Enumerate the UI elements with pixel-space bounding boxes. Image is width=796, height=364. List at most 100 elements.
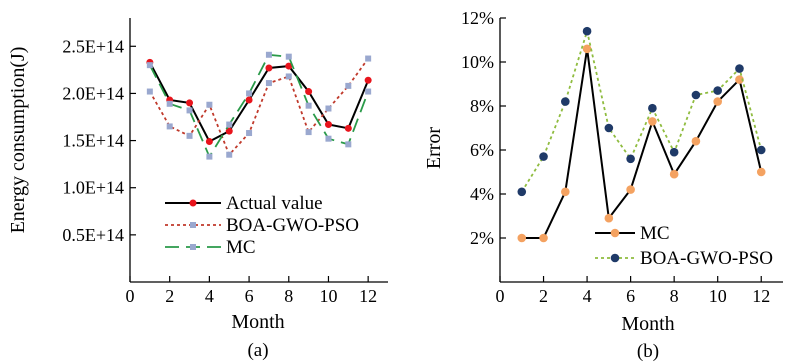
legend-label: MC bbox=[640, 223, 670, 244]
x-tick-label: 8 bbox=[670, 286, 679, 306]
data-point bbox=[245, 96, 253, 104]
series-line bbox=[521, 27, 763, 193]
data-point bbox=[344, 124, 352, 132]
data-point bbox=[626, 154, 635, 164]
data-point bbox=[364, 76, 372, 84]
x-tick-label: 4 bbox=[205, 286, 214, 306]
y-tick-label: 0.5E+14 bbox=[62, 225, 124, 245]
data-point bbox=[561, 187, 570, 197]
legend-label: Actual value bbox=[226, 193, 323, 214]
y-tick-label: 2.0E+14 bbox=[62, 83, 124, 103]
data-point bbox=[186, 99, 194, 107]
y-tick-label: 4% bbox=[470, 184, 494, 204]
x-tick-label: 8 bbox=[284, 286, 293, 306]
x-tick-label: 6 bbox=[245, 286, 254, 306]
data-point bbox=[146, 62, 153, 69]
legend-marker bbox=[189, 199, 197, 207]
x-tick-label: 12 bbox=[752, 286, 770, 306]
data-point bbox=[305, 88, 313, 96]
data-point bbox=[166, 100, 173, 107]
x-tick-label: 12 bbox=[359, 286, 377, 306]
data-point bbox=[225, 127, 233, 135]
x-axis-label: Month bbox=[621, 313, 674, 335]
data-point bbox=[265, 51, 272, 58]
y-tick-label: 6% bbox=[470, 140, 494, 160]
data-point bbox=[246, 130, 253, 137]
data-point bbox=[205, 138, 213, 146]
data-point bbox=[539, 152, 548, 161]
data-point bbox=[648, 117, 657, 126]
data-point bbox=[669, 169, 679, 179]
data-point bbox=[713, 86, 722, 95]
data-point bbox=[365, 55, 372, 62]
series-line bbox=[521, 48, 763, 239]
data-point bbox=[735, 75, 744, 84]
x-tick-label: 2 bbox=[539, 286, 548, 306]
data-point bbox=[285, 53, 292, 60]
data-point bbox=[691, 90, 701, 100]
y-tick-label: 1.5E+14 bbox=[62, 131, 124, 151]
data-point bbox=[285, 62, 293, 70]
figure-caption: (b) bbox=[637, 341, 659, 362]
y-tick-label: 8% bbox=[470, 96, 494, 116]
data-point bbox=[669, 147, 679, 157]
figure-caption: (a) bbox=[247, 340, 268, 361]
data-point bbox=[324, 121, 332, 129]
data-point bbox=[691, 136, 701, 146]
x-tick-label: 4 bbox=[583, 286, 592, 306]
chart-a: 0 2 4 6 8 10 12 0.5E+14 1.0E+14 1.5E+14 2.0E+14 2.5… bbox=[7, 18, 388, 361]
legend-label: MC bbox=[226, 237, 256, 258]
legend-marker bbox=[610, 228, 620, 238]
x-axis-label: Month bbox=[231, 311, 284, 333]
data-point bbox=[265, 64, 273, 72]
y-tick-label: 12% bbox=[461, 8, 494, 28]
data-point bbox=[305, 129, 312, 136]
y-axis-label: Energy consumption(J) bbox=[7, 47, 29, 234]
data-point bbox=[246, 90, 253, 97]
data-point bbox=[186, 107, 193, 114]
data-point bbox=[166, 123, 173, 130]
data-point bbox=[226, 121, 233, 128]
data-point bbox=[604, 213, 614, 223]
y-axis-label: Error bbox=[423, 127, 445, 170]
data-point bbox=[345, 141, 352, 148]
data-point bbox=[325, 135, 332, 142]
data-point bbox=[735, 64, 744, 73]
data-point bbox=[561, 97, 570, 106]
data-point bbox=[713, 97, 722, 106]
data-point bbox=[582, 26, 592, 36]
data-point bbox=[146, 88, 153, 95]
x-tick-label: 2 bbox=[165, 286, 174, 306]
y-tick-label: 2% bbox=[470, 228, 494, 248]
data-point bbox=[265, 80, 272, 87]
legend-label: BOA-GWO-PSO bbox=[226, 215, 359, 236]
data-point bbox=[604, 123, 614, 133]
data-point bbox=[206, 153, 213, 160]
data-point bbox=[626, 185, 635, 194]
x-tick-label: 0 bbox=[496, 286, 505, 306]
data-point bbox=[365, 88, 372, 95]
y-tick-label: 10% bbox=[461, 52, 494, 72]
data-point bbox=[648, 103, 657, 113]
data-point bbox=[206, 101, 213, 108]
data-point bbox=[582, 44, 592, 54]
legend-marker bbox=[190, 222, 196, 228]
x-tick-label: 10 bbox=[709, 286, 727, 306]
data-point bbox=[345, 82, 352, 89]
x-tick-label: 0 bbox=[126, 286, 135, 306]
data-point bbox=[325, 105, 332, 112]
data-point bbox=[226, 151, 233, 158]
y-tick-label: 2.5E+14 bbox=[62, 36, 124, 56]
data-point bbox=[756, 167, 766, 177]
data-point bbox=[305, 102, 312, 109]
chart-b: 0 2 4 6 8 10 12 2% 4% 6% 8% 10% 12% Month Error (b) MC BO… bbox=[423, 8, 783, 362]
data-point bbox=[539, 233, 548, 243]
data-point bbox=[756, 145, 766, 155]
y-tick-label: 1.0E+14 bbox=[62, 178, 124, 198]
data-point bbox=[517, 187, 527, 197]
series-line bbox=[148, 53, 370, 159]
data-point bbox=[517, 233, 527, 243]
legend-label: BOA-GWO-PSO bbox=[640, 248, 773, 269]
data-point bbox=[186, 132, 193, 139]
